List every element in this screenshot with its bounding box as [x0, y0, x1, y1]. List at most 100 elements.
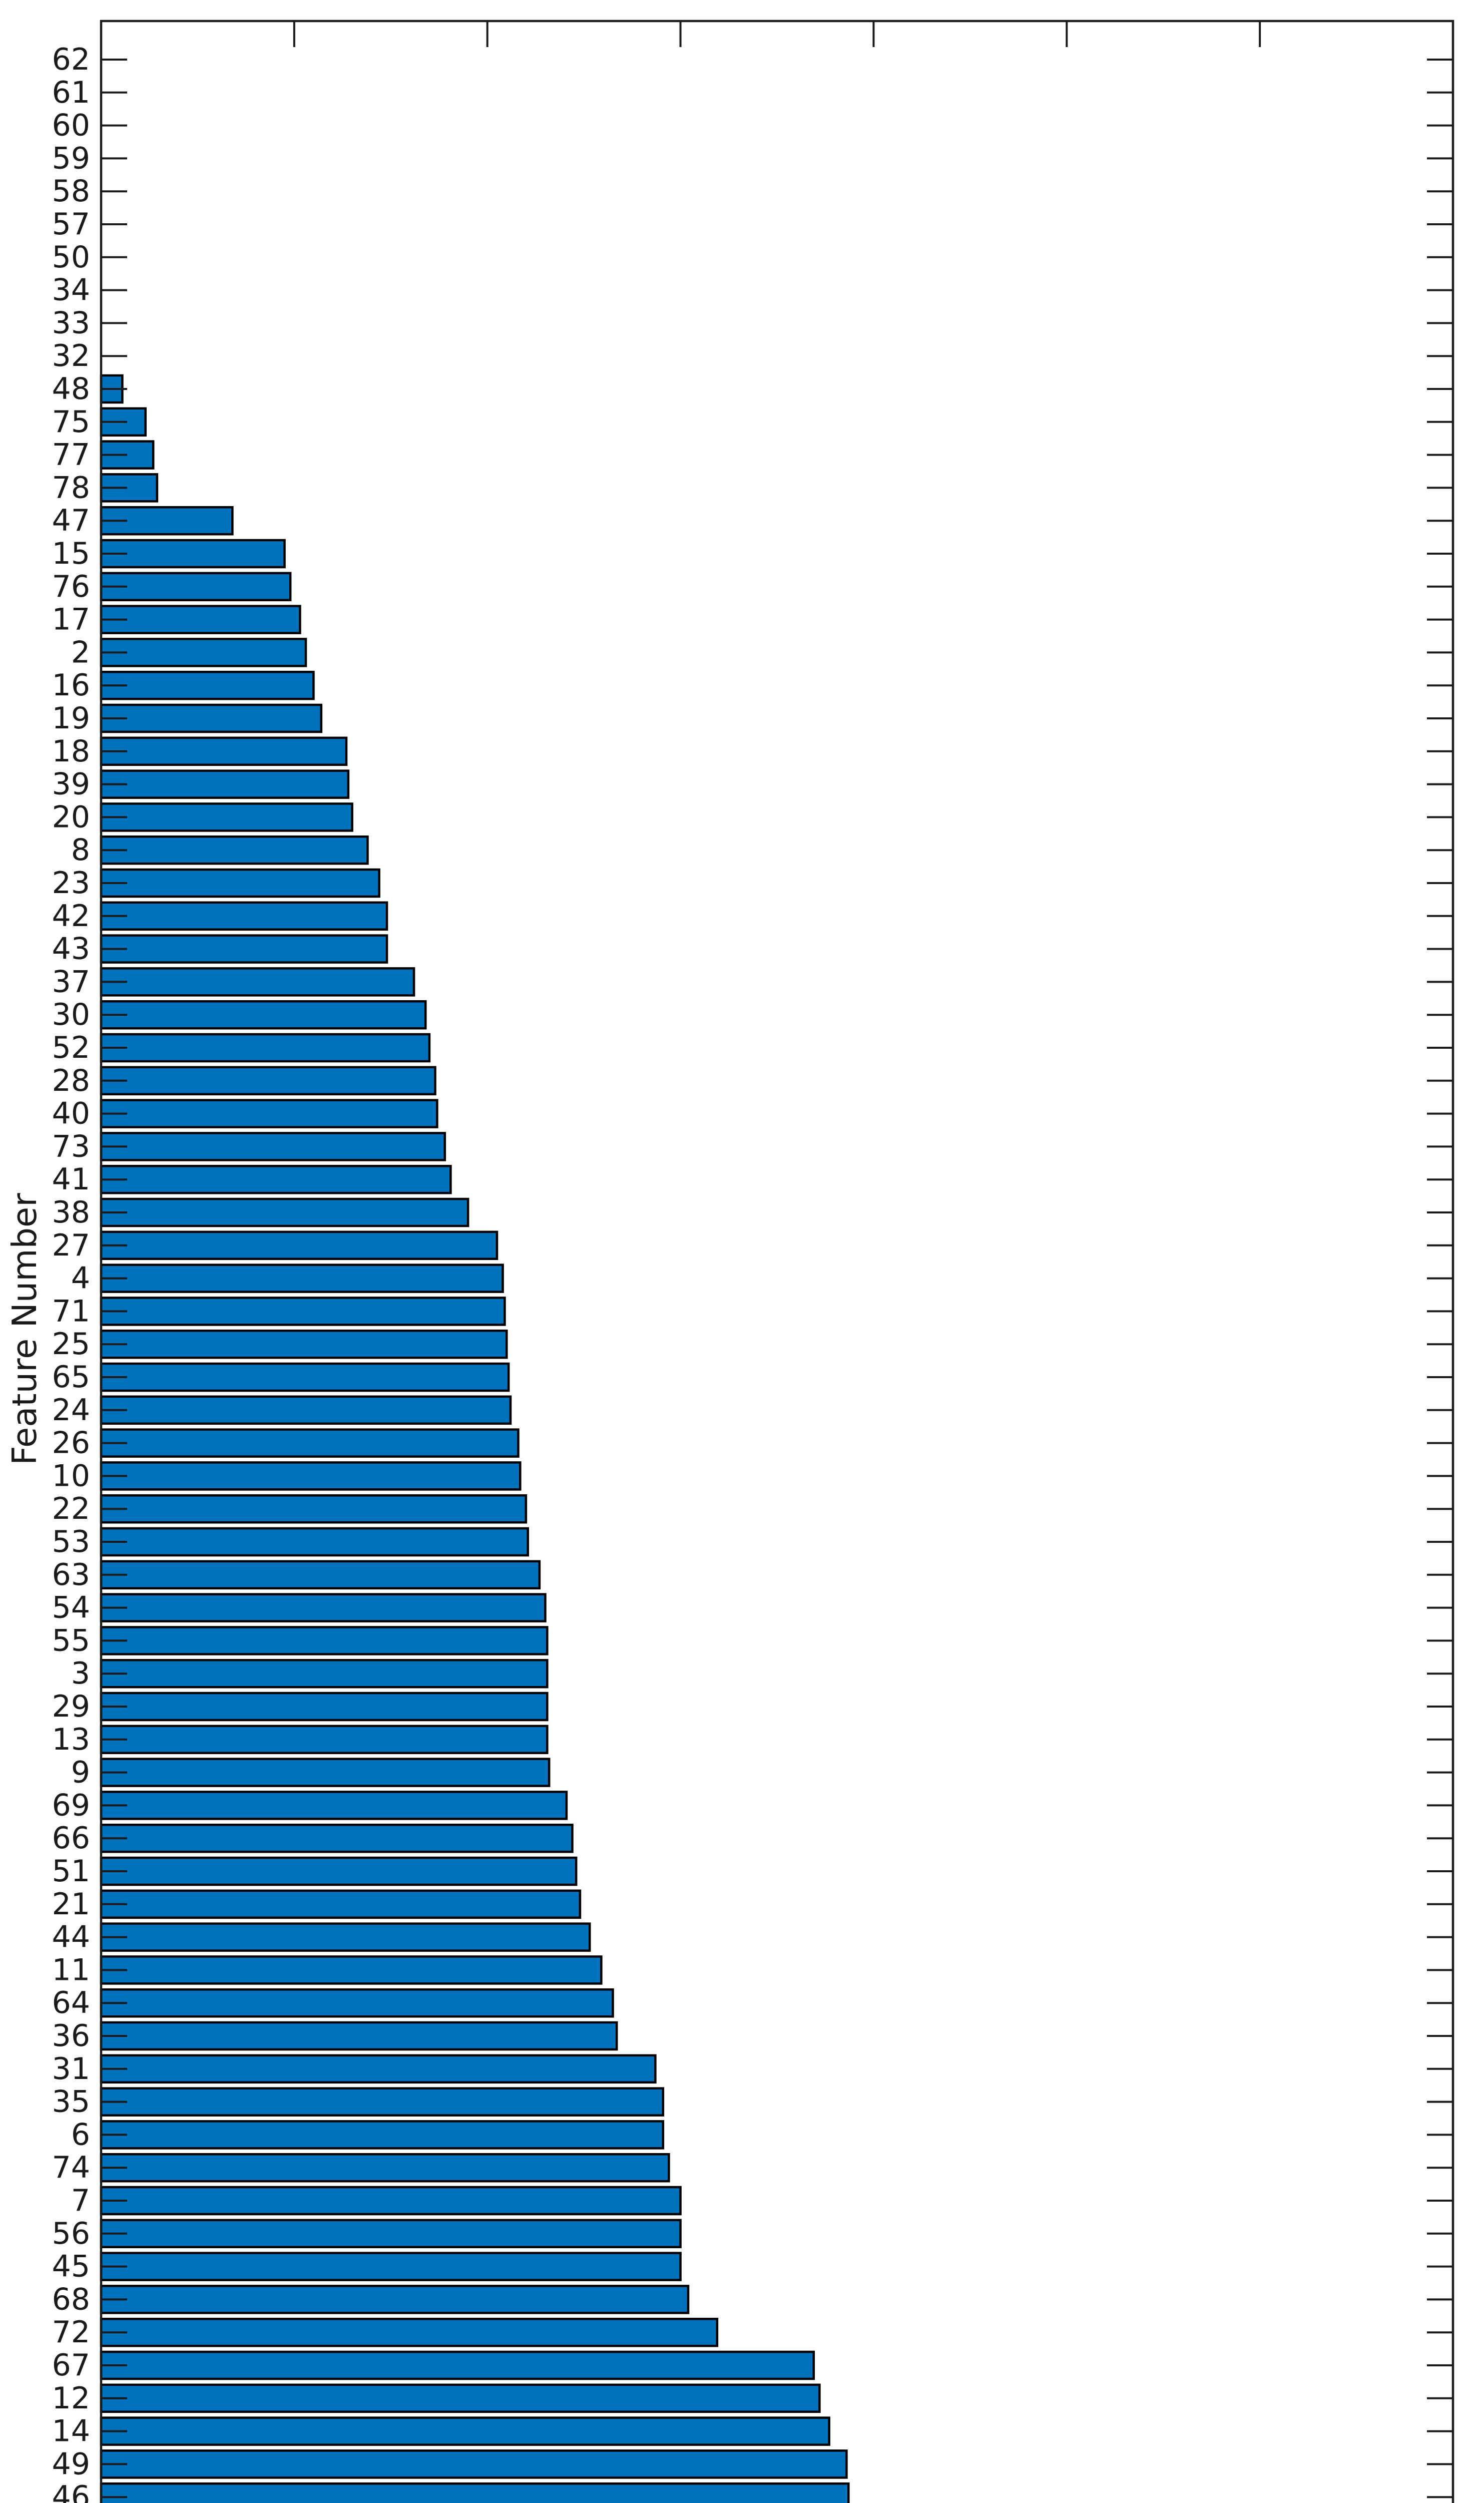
y-tick-label: 14	[52, 2414, 90, 2449]
bar-feature-64	[100, 1988, 614, 2018]
bar-feature-43	[100, 934, 388, 964]
y-tick-label: 46	[52, 2479, 90, 2503]
bar-feature-15	[100, 539, 286, 569]
y-tick-label: 54	[52, 1590, 90, 1625]
bar-feature-30	[100, 1000, 427, 1030]
bar-feature-26	[100, 1428, 520, 1458]
y-tick-label: 31	[52, 2051, 90, 2087]
bar-feature-69	[100, 1791, 568, 1820]
y-tick-label: 3	[71, 1656, 90, 1691]
bar-feature-19	[100, 703, 323, 733]
bar-feature-21	[100, 1889, 582, 1919]
y-tick-label: 32	[52, 338, 90, 373]
y-tick-label: 33	[52, 305, 90, 340]
y-tick-label: 38	[52, 1195, 90, 1230]
plot-frame	[100, 20, 1454, 2503]
y-tick-label: 21	[52, 1887, 90, 1922]
y-tick-label: 69	[52, 1788, 90, 1823]
bar-feature-38	[100, 1197, 469, 1227]
y-tick-label: 55	[52, 1623, 90, 1658]
y-tick-label: 10	[52, 1458, 90, 1493]
bar-feature-23	[100, 868, 380, 898]
y-tick-label: 12	[52, 2381, 90, 2416]
y-tick-label: 4	[71, 1261, 90, 1296]
y-tick-label: 67	[52, 2348, 90, 2383]
bar-feature-24	[100, 1395, 512, 1425]
bar-feature-8	[100, 835, 369, 865]
y-tick-label: 29	[52, 1689, 90, 1724]
y-axis-label: Feature Number	[5, 1193, 44, 1465]
bar-feature-54	[100, 1593, 547, 1622]
bar-feature-40	[100, 1099, 438, 1128]
y-tick-label: 18	[52, 734, 90, 769]
bar-feature-68	[100, 2285, 690, 2314]
y-tick-label: 57	[52, 207, 90, 242]
bar-feature-7	[100, 2186, 682, 2216]
y-tick-label: 65	[52, 1360, 90, 1395]
bars-group	[100, 374, 850, 2503]
bar-feature-56	[100, 2219, 682, 2249]
bar-feature-71	[100, 1297, 506, 1326]
bar-feature-66	[100, 1823, 574, 1853]
bar-feature-17	[100, 605, 301, 634]
bar-feature-22	[100, 1494, 528, 1524]
y-tick-label: 43	[52, 932, 90, 967]
bar-feature-6	[100, 2120, 665, 2150]
bar-feature-65	[100, 1362, 510, 1392]
y-tick-label: 59	[52, 141, 90, 176]
axes-box	[100, 20, 1454, 2503]
bar-feature-63	[100, 1560, 541, 1590]
y-tick-label: 2	[71, 635, 90, 670]
y-tick-label: 8	[71, 832, 90, 868]
y-tick-label: 50	[52, 240, 90, 275]
y-tick-label: 52	[52, 1030, 90, 1065]
y-tick-label: 74	[52, 2150, 90, 2185]
y-tick-label: 45	[52, 2249, 90, 2284]
bar-feature-12	[100, 2383, 821, 2413]
bar-feature-16	[100, 670, 315, 700]
y-tick-label: 13	[52, 1722, 90, 1757]
bar-feature-18	[100, 736, 348, 766]
y-tick-label: 17	[52, 602, 90, 637]
y-tick-label: 22	[52, 1491, 90, 1526]
y-tick-label: 62	[52, 42, 90, 77]
y-tick-label: 53	[52, 1524, 90, 1559]
bar-feature-35	[100, 2087, 665, 2117]
y-tick-label: 77	[52, 438, 90, 473]
y-tick-label: 19	[52, 701, 90, 736]
y-tick-label: 35	[52, 2084, 90, 2120]
bar-feature-29	[100, 1692, 549, 1722]
y-tick-label: 24	[52, 1393, 90, 1428]
bar-feature-11	[100, 1955, 603, 1985]
y-tick-label: 68	[52, 2282, 90, 2317]
y-tick-label: 23	[52, 866, 90, 901]
y-tick-label: 61	[52, 75, 90, 110]
bar-feature-52	[100, 1033, 431, 1063]
y-tick-label: 30	[52, 997, 90, 1032]
y-tick-label: 20	[52, 799, 90, 835]
bar-feature-49	[100, 2449, 848, 2479]
y-tick-label: 63	[52, 1557, 90, 1592]
bar-feature-4	[100, 1264, 504, 1293]
y-tick-label: 27	[52, 1228, 90, 1263]
y-tick-label: 40	[52, 1096, 90, 1131]
bar-feature-41	[100, 1164, 452, 1194]
y-tick-label: 49	[52, 2446, 90, 2481]
y-tick-labels-group: 6261605958575034333248757778471576172161…	[52, 42, 90, 2503]
bar-feature-14	[100, 2416, 830, 2446]
bar-feature-67	[100, 2350, 815, 2380]
y-tick-label: 47	[52, 503, 90, 538]
bar-feature-55	[100, 1626, 549, 1655]
y-tick-label: 58	[52, 174, 90, 209]
y-tick-label: 78	[52, 470, 90, 505]
bar-feature-36	[100, 2021, 618, 2051]
y-tick-label: 6	[71, 2117, 90, 2152]
y-tick-label: 39	[52, 767, 90, 802]
y-tick-label: 34	[52, 273, 90, 308]
bar-feature-72	[100, 2317, 719, 2347]
y-tick-label: 76	[52, 569, 90, 604]
bar-feature-25	[100, 1329, 508, 1359]
y-tick-label: 26	[52, 1426, 90, 1461]
y-tick-label: 72	[52, 2315, 90, 2350]
